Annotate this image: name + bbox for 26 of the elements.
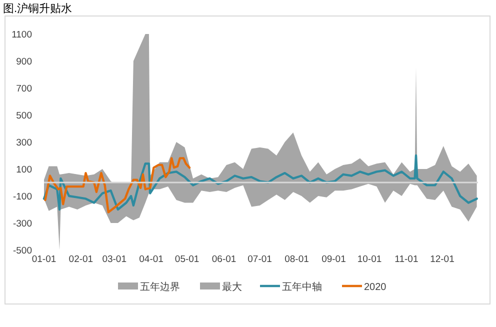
y-tick-label: 1100: [12, 30, 32, 40]
y-tick-label: 300: [16, 138, 32, 148]
y-tick-label: 100: [16, 164, 32, 176]
x-tick-label: 04-01: [139, 254, 164, 265]
legend-label: 最大: [222, 281, 242, 293]
y-tick-label: -500: [12, 246, 32, 256]
x-tick-label: 01-01: [32, 254, 56, 265]
legend-label: 五年中轴: [282, 281, 322, 293]
y-tick-label: 500: [16, 110, 32, 122]
y-tick-label: -100: [12, 192, 32, 202]
x-tick-label: 11-01: [394, 254, 418, 265]
x-tick-label: 02-01: [68, 254, 94, 265]
legend-label: 2020: [364, 282, 387, 293]
x-tick-label: 06-01: [212, 254, 236, 265]
title: 图.沪铜升贴水: [3, 3, 72, 15]
x-tick-label: 10-01: [357, 254, 382, 265]
y-tick-label: 700: [16, 84, 32, 94]
x-tick-label: 09-01: [322, 254, 346, 265]
x-tick-label: 12-01: [430, 254, 454, 265]
y-tick-label: 900: [16, 56, 32, 68]
x-tick-label: 05-01: [174, 254, 200, 265]
x-tick-label: 03-01: [102, 254, 126, 265]
y-tick-label: -300: [12, 218, 32, 230]
legend-label: 五年边界: [140, 281, 180, 293]
x-tick-label: 08-01: [284, 254, 309, 265]
x-tick-label: 07-01: [248, 254, 272, 265]
